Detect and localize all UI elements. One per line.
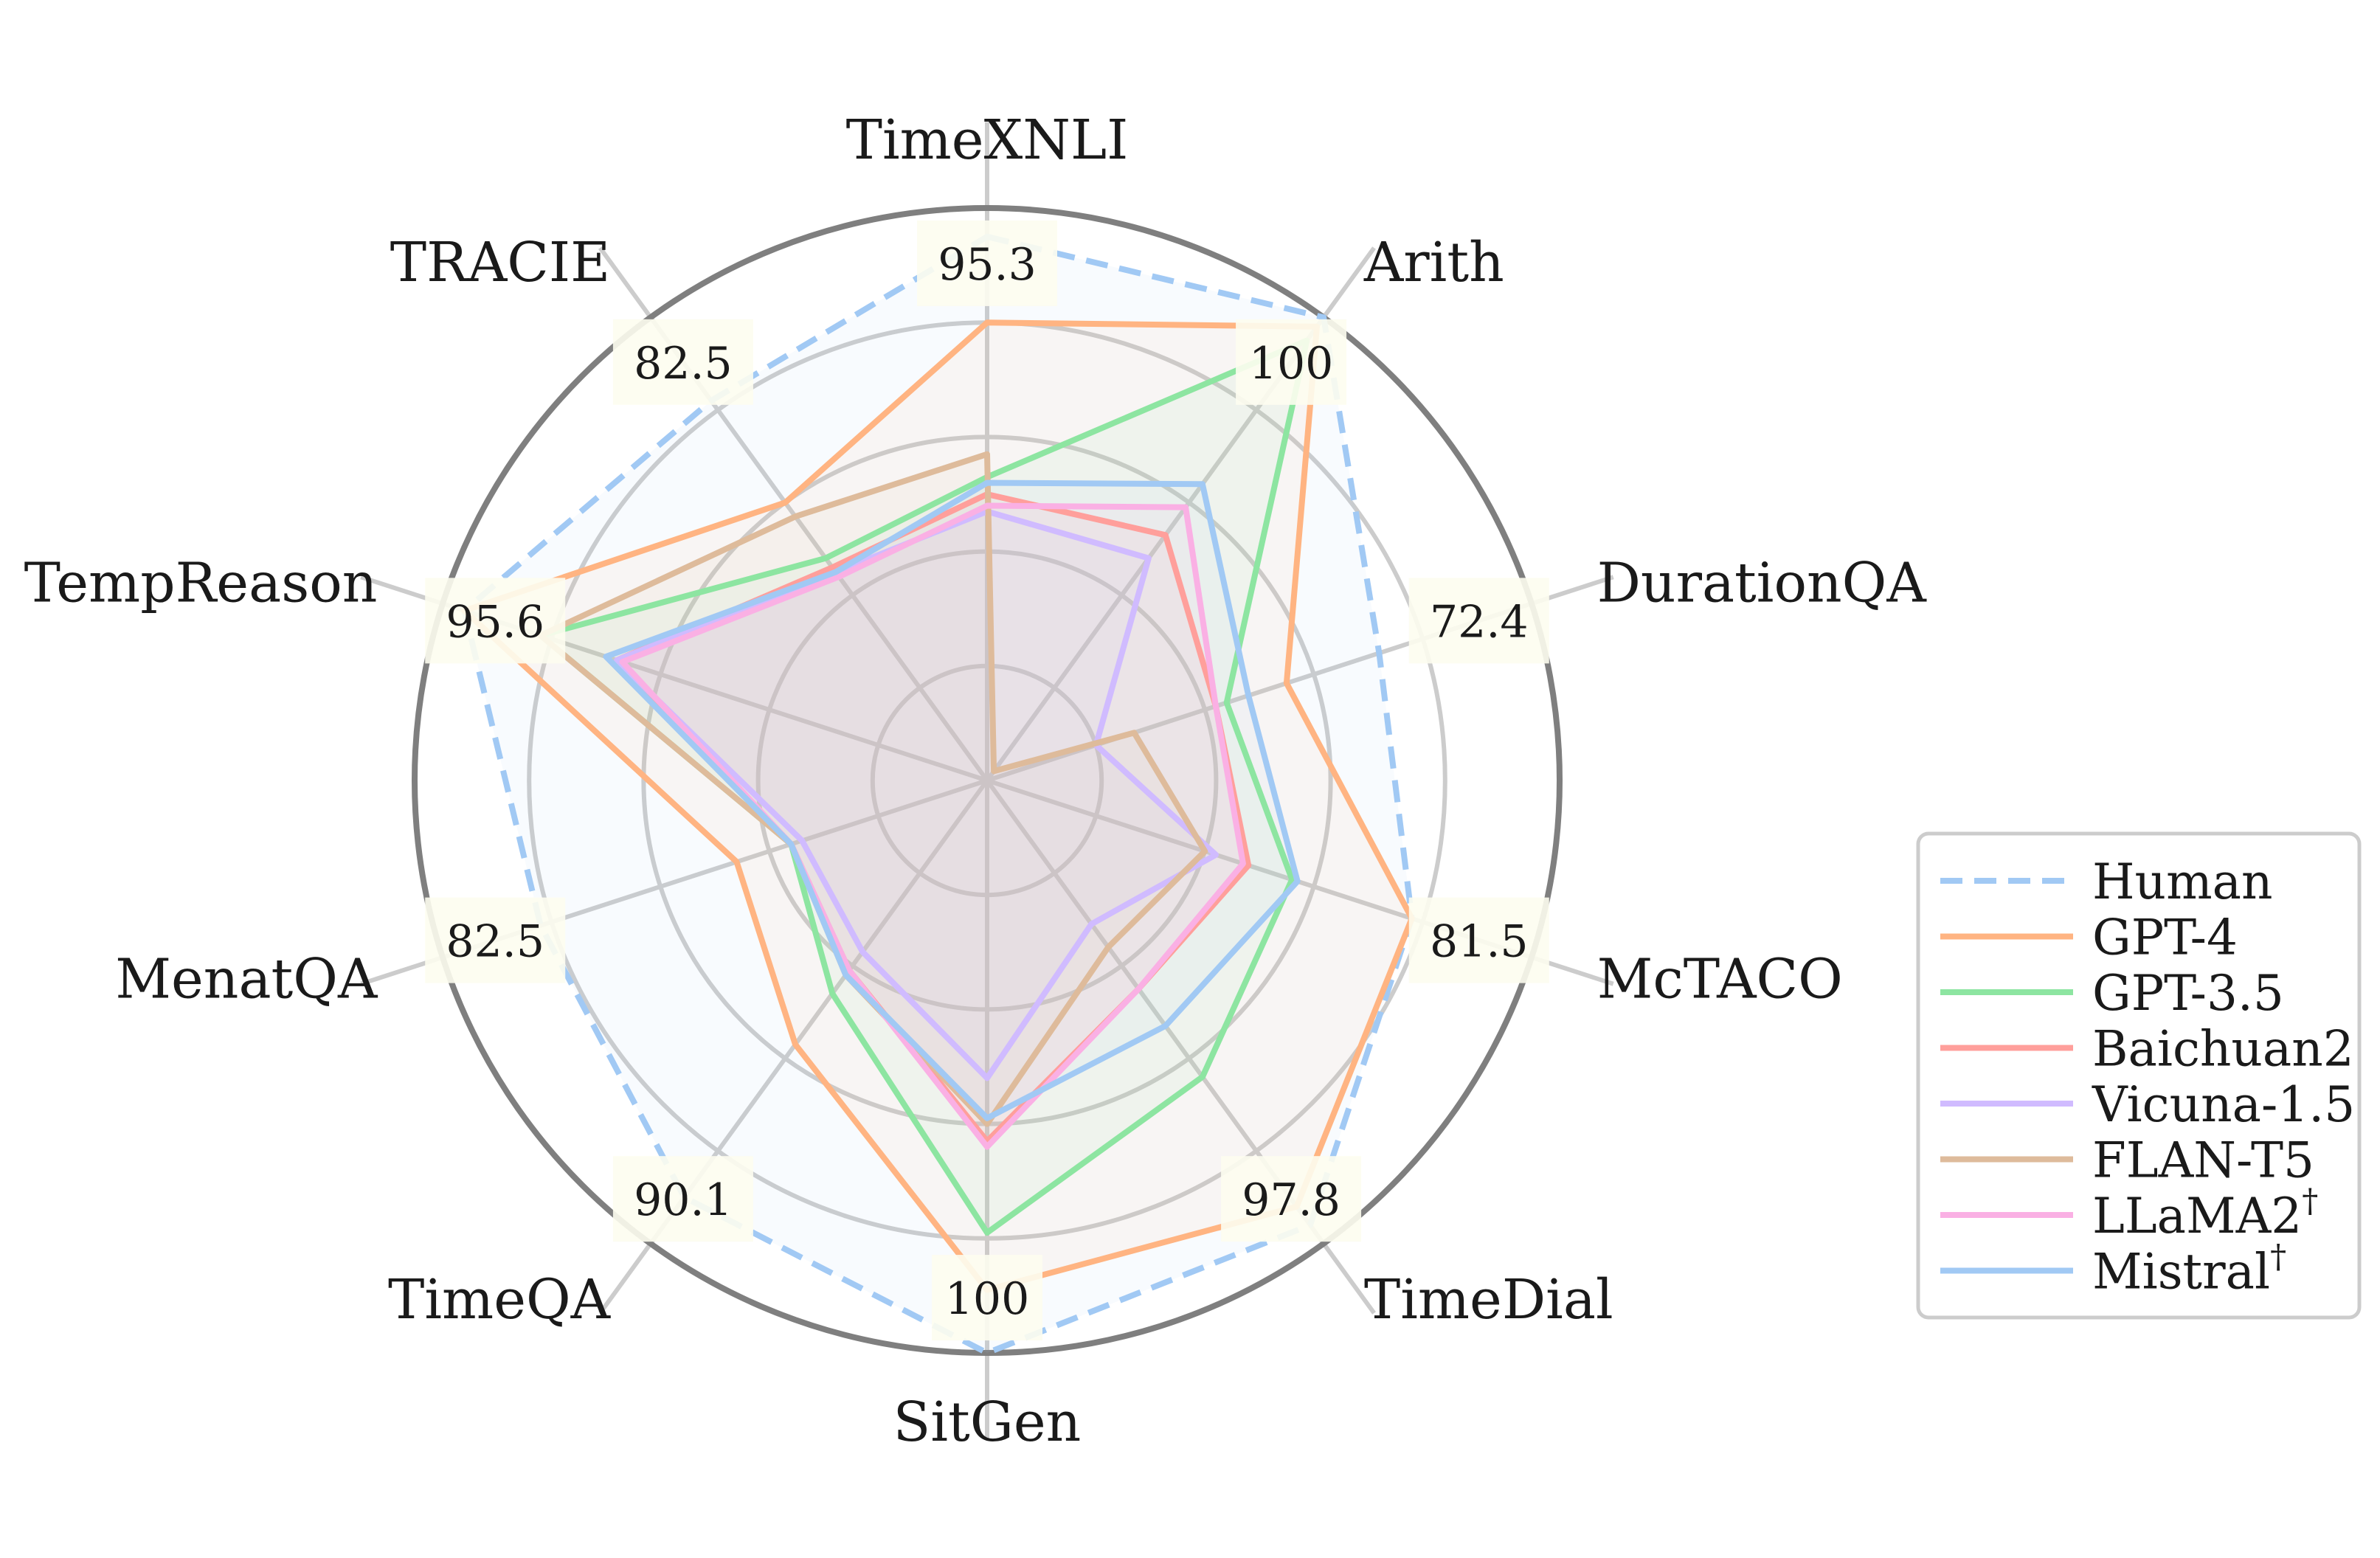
axis-max-label-box xyxy=(917,220,1057,306)
axis-max-label-sitgen: 100 xyxy=(932,1255,1042,1341)
legend-label: LLaMA2† xyxy=(2092,1183,2318,1244)
axis-label-tempreason: TempReason xyxy=(24,551,378,614)
legend: HumanGPT-4GPT-3.5Baichuan2Vicuna-1.5FLAN… xyxy=(1916,831,2362,1320)
series-line-flan-t5 xyxy=(537,451,1208,1127)
axis-max-label-box xyxy=(932,1255,1042,1341)
series-line-llama2 xyxy=(619,502,1246,1150)
axis-max-label-text: 100 xyxy=(945,1273,1030,1325)
axis-max-label-timexnli: 95.3 xyxy=(917,220,1057,306)
axis-label-sitgen: SitGen xyxy=(893,1391,1082,1454)
legend-item-vicuna-1-5: Vicuna-1.5 xyxy=(1940,1076,2355,1133)
axis-max-label-durationqa: 72.4 xyxy=(1408,578,1549,664)
legend-label: Baichuan2 xyxy=(2092,1021,2354,1078)
legend-label: Mistral† xyxy=(2092,1239,2286,1301)
axis-max-label-box xyxy=(612,319,753,405)
axis-label-tracie: TRACIE xyxy=(390,231,610,294)
legend-item-llama2: LLaMA2† xyxy=(1940,1183,2318,1244)
axis-max-label-text: 72.4 xyxy=(1430,596,1529,648)
legend-item-gpt-3-5: GPT-3.5 xyxy=(1940,965,2284,1022)
axis-max-label-text: 97.8 xyxy=(1242,1174,1341,1226)
axis-max-label-box xyxy=(1408,897,1549,983)
axis-max-label-text: 100 xyxy=(1249,338,1334,390)
legend-item-baichuan2: Baichuan2 xyxy=(1940,1021,2354,1078)
legend-label: Vicuna-1.5 xyxy=(2092,1076,2355,1133)
axis-max-label-timedial: 97.8 xyxy=(1221,1156,1362,1242)
axis-max-label-text: 95.6 xyxy=(446,596,544,648)
axis-max-label-menatqa: 82.5 xyxy=(425,897,566,983)
legend-label: FLAN-T5 xyxy=(2092,1132,2314,1189)
legend-item-flan-t5: FLAN-T5 xyxy=(1940,1132,2314,1189)
series-line-vicuna-1-5 xyxy=(614,508,1219,1081)
axis-max-label-box xyxy=(425,578,566,664)
axis-label-timeqa: TimeQA xyxy=(388,1268,612,1332)
axis-label-timedial: TimeDial xyxy=(1364,1268,1613,1332)
axis-max-label-arith: 100 xyxy=(1236,319,1347,405)
legend-label: GPT-4 xyxy=(2092,910,2238,966)
outer-ring xyxy=(412,205,1563,1356)
series-fill-llama2 xyxy=(622,505,1243,1147)
series-fill-vicuna-1-5 xyxy=(617,511,1216,1079)
series-fills xyxy=(464,236,1412,1353)
axis-max-label-box xyxy=(1408,578,1549,664)
axis-max-label-text: 95.3 xyxy=(938,239,1037,291)
legend-box xyxy=(1916,831,2362,1320)
axis-max-label-tracie: 82.5 xyxy=(612,319,753,405)
axis-max-label-box xyxy=(612,1156,753,1242)
axis-max-label-tempreason: 95.6 xyxy=(425,578,566,664)
axis-max-label-text: 82.5 xyxy=(634,338,733,390)
axis-label-arith: Arith xyxy=(1363,231,1504,294)
series-fill-human xyxy=(464,236,1412,1353)
legend-label: Human xyxy=(2092,854,2273,910)
axis-labels: TimeXNLI Arith DurationQA McTACO TimeDial Sit… xyxy=(24,108,1928,1454)
axis-max-label-box xyxy=(1221,1156,1362,1242)
axis-max-label-text: 81.5 xyxy=(1430,916,1529,968)
legend-item-gpt-4: GPT-4 xyxy=(1940,910,2238,966)
series-fill-baichuan2 xyxy=(617,494,1249,1141)
series-line-mistral xyxy=(603,479,1301,1121)
axis-max-label-mctaco: 81.5 xyxy=(1408,897,1549,983)
axis-label-timexnli: TimeXNLI xyxy=(846,108,1129,172)
axis-label-mctaco: McTACO xyxy=(1597,948,1843,1011)
legend-item-human: Human xyxy=(1940,854,2273,910)
axis-max-label-timeqa: 90.1 xyxy=(612,1156,753,1242)
axis-max-label-text: 90.1 xyxy=(634,1174,733,1226)
axis-max-label-box xyxy=(1236,319,1347,405)
axis-max-label-box xyxy=(425,897,566,983)
axis-max-label-text: 82.5 xyxy=(446,916,544,968)
legend-label: GPT-3.5 xyxy=(2092,965,2284,1022)
axis-label-durationqa: DurationQA xyxy=(1597,551,1928,614)
axis-value-labels: 95.3 100 72.4 81.5 97.8 100 90.1 82.5 95.6 82.5 xyxy=(425,220,1549,1341)
legend-item-mistral: Mistral† xyxy=(1940,1239,2286,1301)
series-line-gpt-3-5 xyxy=(537,337,1310,1236)
axis-label-menatqa: MenatQA xyxy=(115,948,378,1011)
